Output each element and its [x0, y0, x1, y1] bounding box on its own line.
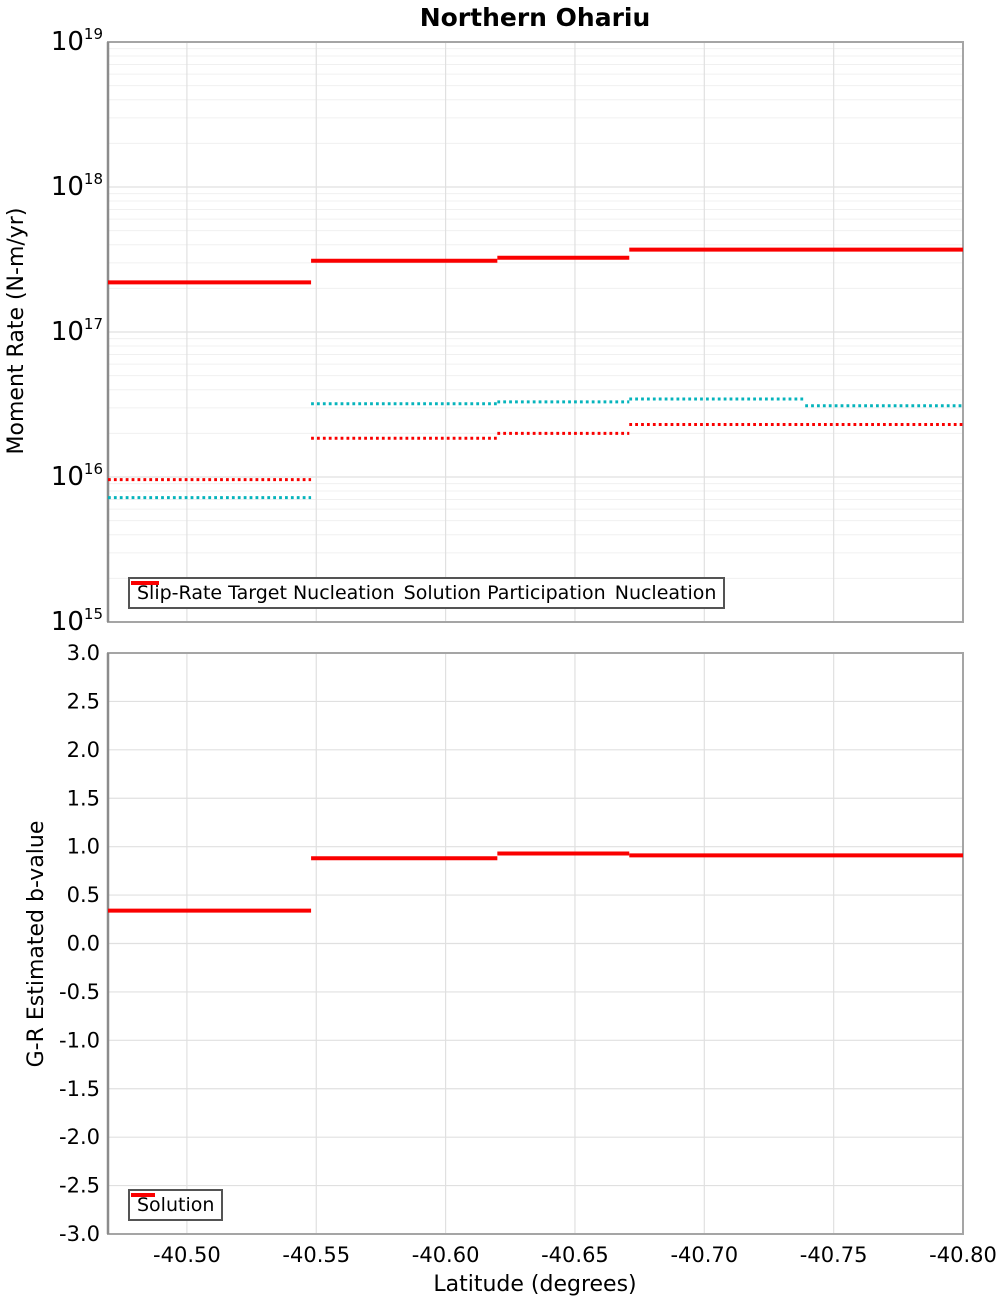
x-tick-label: -40.80 — [929, 1243, 997, 1267]
chart-title: Northern Ohariu — [420, 3, 651, 32]
solution-swatch-icon — [131, 1193, 155, 1197]
y-tick-label: 0.0 — [67, 932, 100, 956]
y-tick-label: 3.0 — [67, 641, 100, 665]
y-tick-label: -1.5 — [59, 1077, 100, 1101]
x-tick-label: -40.60 — [412, 1243, 480, 1267]
legend-item-solution-participation: Solution Participation — [131, 581, 606, 604]
bottom-y-axis-label: G-R Estimated b-value — [24, 821, 49, 1068]
legend-item-slip-rate-target-nucleation: Slip-Rate Target Nucleation — [131, 581, 395, 604]
legend-item-nucleation: Nucleation — [131, 581, 717, 604]
y-tick-label: 2.0 — [67, 738, 100, 762]
y-tick-label: -0.5 — [59, 980, 100, 1004]
y-tick-label: -1.0 — [59, 1028, 100, 1052]
x-tick-label: -40.55 — [282, 1243, 350, 1267]
y-tick-label: 1016 — [51, 460, 103, 492]
y-tick-label: -2.5 — [59, 1174, 100, 1198]
top-y-axis-label: Moment Rate (N-m/yr) — [4, 208, 29, 455]
nucleation-swatch-icon — [131, 581, 159, 585]
y-tick-label: 0.5 — [67, 883, 100, 907]
y-tick-label: 1019 — [51, 25, 103, 57]
y-tick-label: -2.0 — [59, 1125, 100, 1149]
x-tick-label: -40.70 — [670, 1243, 738, 1267]
y-tick-label: 2.5 — [67, 689, 100, 713]
legend-label: Nucleation — [614, 581, 717, 604]
legend-label: Solution Participation — [403, 581, 606, 604]
legend-item-solution: Solution — [131, 1193, 215, 1216]
y-tick-label: 1017 — [51, 315, 103, 347]
x-axis-label: Latitude (degrees) — [433, 1272, 636, 1297]
x-tick-label: -40.50 — [153, 1243, 221, 1267]
legend-label: Solution — [137, 1193, 215, 1216]
x-tick-label: -40.75 — [800, 1243, 868, 1267]
y-tick-label: 1018 — [51, 170, 103, 202]
y-tick-label: 1.5 — [67, 786, 100, 810]
legend-label: Slip-Rate Target Nucleation — [137, 581, 395, 604]
x-tick-label: -40.65 — [541, 1243, 609, 1267]
bottom-legend: Solution — [128, 1189, 224, 1221]
y-tick-label: 1015 — [51, 605, 103, 637]
y-tick-label: 1.0 — [67, 835, 100, 859]
y-tick-label: -3.0 — [59, 1222, 100, 1246]
top-legend: Slip-Rate Target Nucleation Solution Par… — [128, 577, 726, 609]
